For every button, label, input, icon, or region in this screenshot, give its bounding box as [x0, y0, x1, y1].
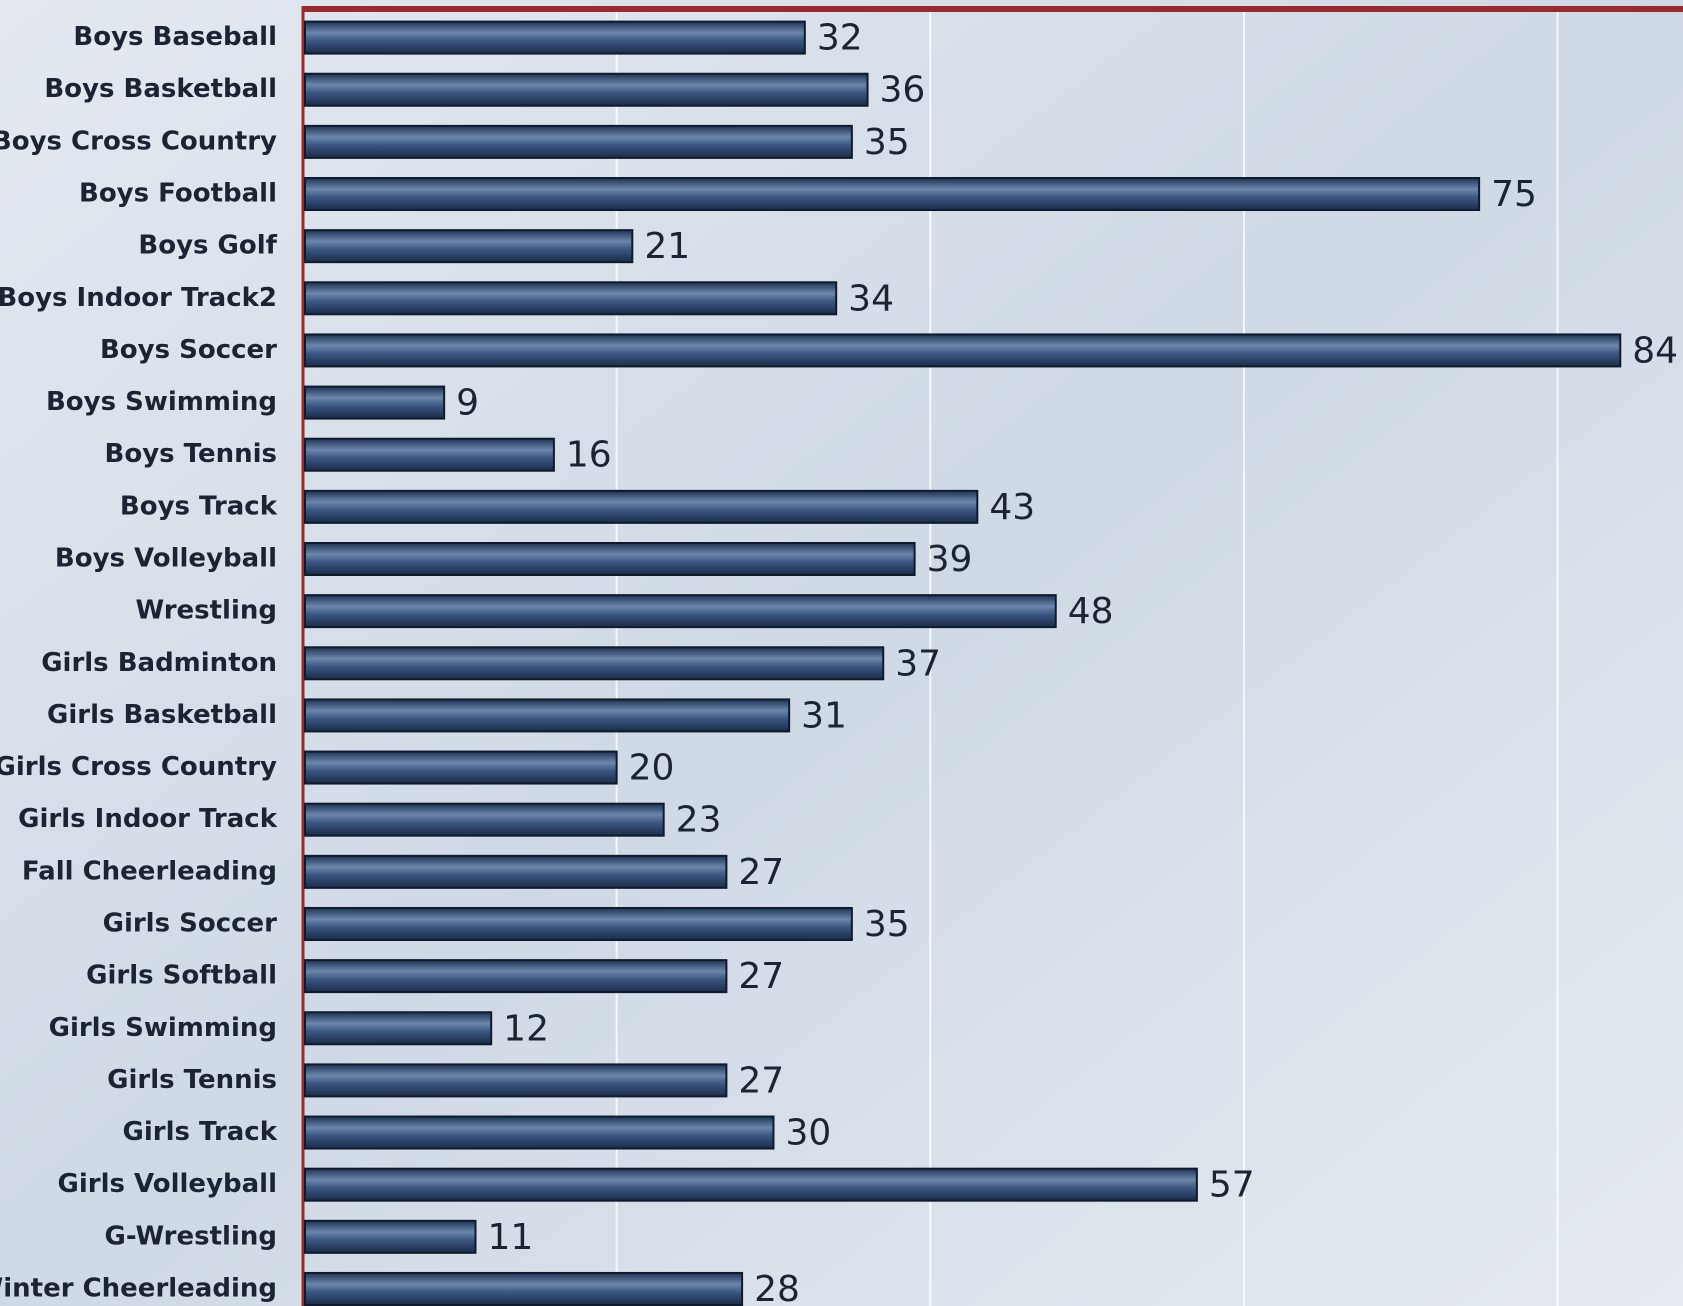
value-label: 32: [817, 18, 863, 59]
category-label: Girls Volleyball: [58, 1169, 277, 1199]
bar: [304, 1167, 1198, 1202]
category-label: Girls Cross Country: [0, 752, 277, 782]
value-label: 36: [880, 70, 926, 111]
value-label: 12: [503, 1008, 549, 1049]
bar: [304, 542, 916, 576]
category-label: Wrestling: [135, 596, 277, 626]
value-label: 30: [785, 1113, 831, 1154]
bar: [304, 124, 853, 159]
value-label: 21: [644, 226, 690, 267]
category-label: Boys Baseball: [73, 22, 277, 52]
category-label: Winter Cheerleading: [0, 1273, 277, 1303]
category-label: Girls Softball: [86, 961, 277, 991]
value-label: 28: [754, 1269, 800, 1306]
category-label: Boys Soccer: [100, 335, 277, 365]
value-label: 43: [989, 487, 1035, 528]
value-label: 31: [801, 695, 847, 736]
bar: [304, 177, 1481, 212]
bar: [304, 1011, 493, 1046]
bar: [304, 750, 618, 785]
category-label: Boys Volleyball: [55, 544, 277, 574]
category-label: Girls Basketball: [47, 700, 277, 730]
value-label: 34: [848, 278, 894, 319]
category-label: Girls Badminton: [41, 648, 277, 678]
bar: [304, 646, 885, 681]
category-label: Boys Basketball: [44, 74, 277, 104]
bar: [304, 72, 869, 107]
value-label: 84: [1632, 330, 1678, 371]
bar: [304, 281, 838, 316]
category-label: Girls Tennis: [107, 1065, 277, 1095]
value-label: 16: [566, 435, 612, 476]
value-label: 27: [738, 852, 784, 893]
bar: [304, 802, 665, 837]
category-label: Girls Track: [123, 1117, 278, 1147]
category-label: Boys Golf: [138, 231, 277, 261]
value-label: 37: [895, 643, 941, 684]
bar: [304, 698, 791, 733]
value-label: 20: [629, 748, 675, 789]
value-label: 39: [927, 539, 973, 580]
bar: [304, 1115, 775, 1150]
bar: [304, 437, 555, 472]
category-label: Boys Tennis: [105, 439, 277, 469]
category-label: Fall Cheerleading: [22, 856, 277, 886]
bar: [304, 906, 853, 941]
value-label: 57: [1209, 1165, 1255, 1206]
category-label: Girls Indoor Track: [18, 804, 278, 834]
bar: [304, 594, 1057, 629]
category-label: Girls Soccer: [103, 908, 278, 938]
bar: [304, 333, 1622, 368]
value-label: 27: [738, 1060, 784, 1101]
category-label: Girls Swimming: [49, 1013, 277, 1043]
value-label: 27: [738, 956, 784, 997]
bar: [304, 1271, 744, 1306]
value-label: 11: [488, 1217, 534, 1258]
value-label: 9: [456, 383, 479, 424]
value-label: 75: [1491, 174, 1537, 215]
bar: [304, 959, 728, 994]
category-label: Boys Indoor Track2: [0, 283, 277, 313]
bar: [304, 854, 728, 889]
bar: [304, 229, 634, 264]
category-label: Boys Football: [79, 179, 277, 209]
bar: [304, 385, 446, 420]
bar: [304, 20, 806, 55]
category-label: Boys Cross Country: [0, 126, 277, 156]
category-label: Boys Track: [120, 491, 278, 521]
value-label: 23: [676, 800, 722, 841]
bar: [304, 489, 979, 524]
value-label: 35: [864, 122, 910, 163]
category-label: Boys Swimming: [46, 387, 277, 417]
category-label: G-Wrestling: [105, 1221, 278, 1251]
value-label: 35: [864, 904, 910, 945]
value-label: 48: [1068, 591, 1114, 632]
bar: [304, 1219, 477, 1254]
bar: [304, 1063, 728, 1098]
